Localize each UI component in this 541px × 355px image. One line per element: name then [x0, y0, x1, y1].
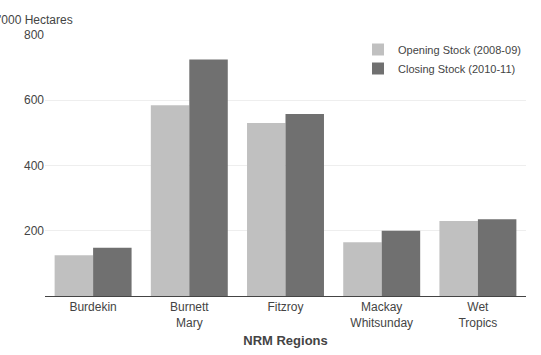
svg-text:600: 600: [24, 93, 44, 107]
svg-text:Closing Stock (2010-11): Closing Stock (2010-11): [398, 63, 515, 75]
svg-text:Opening Stock (2008-09): Opening Stock (2008-09): [398, 44, 521, 56]
svg-text:WetTropics: WetTropics: [458, 300, 497, 330]
svg-text:200: 200: [24, 224, 44, 238]
svg-text:Burdekin: Burdekin: [69, 300, 116, 314]
svg-text:Fitzroy: Fitzroy: [268, 300, 304, 314]
svg-text:BurnettMary: BurnettMary: [170, 300, 209, 330]
svg-text:NRM Regions: NRM Regions: [243, 333, 328, 348]
svg-text:'000 Hectares: '000 Hectares: [0, 13, 73, 27]
svg-text:400: 400: [24, 159, 44, 173]
svg-text:MackayWhitsunday: MackayWhitsunday: [350, 300, 413, 330]
svg-text:800: 800: [24, 28, 44, 42]
